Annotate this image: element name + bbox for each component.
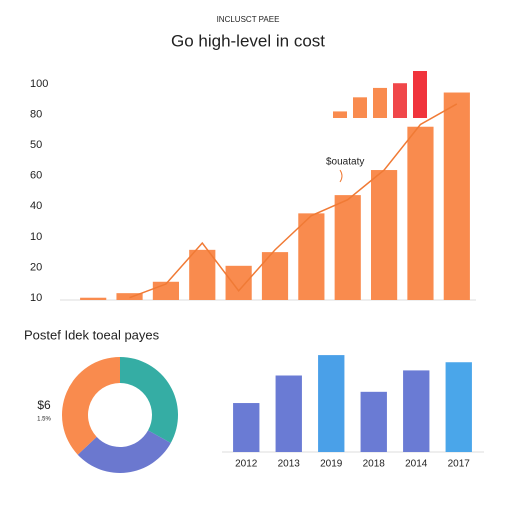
bar	[275, 375, 302, 452]
center-sublabel: 1.5%	[37, 417, 51, 423]
x-tick-label: 2019	[320, 459, 343, 470]
section-title: Postef Idek toeal payes	[24, 327, 160, 342]
bar	[333, 111, 347, 118]
y-axis-label: 10	[30, 292, 42, 304]
y-axis-label: 40	[30, 200, 42, 212]
bar	[233, 403, 260, 452]
center-label: $6	[37, 398, 51, 412]
bar	[403, 370, 430, 452]
bar	[298, 213, 325, 300]
bar	[189, 249, 216, 300]
bar	[393, 83, 407, 118]
y-axis-label: 100	[30, 78, 48, 90]
bar	[334, 195, 361, 300]
y-axis-label: 10	[30, 231, 42, 243]
bar	[373, 87, 387, 118]
y-axis-label: 50	[30, 139, 42, 151]
donut-segment	[77, 430, 171, 474]
bar	[80, 297, 107, 300]
annotation: $ouataty	[326, 157, 364, 168]
bar	[116, 293, 143, 300]
y-axis-label: 20	[30, 261, 42, 273]
bar	[413, 71, 427, 118]
bar	[371, 170, 398, 300]
x-tick-label: 2017	[448, 459, 471, 470]
bar	[353, 97, 367, 118]
x-tick-label: 2013	[278, 459, 301, 470]
bar	[445, 362, 472, 452]
bar	[443, 92, 470, 301]
y-axis-label: 80	[30, 108, 42, 120]
x-tick-label: 2018	[363, 459, 386, 470]
bar	[225, 265, 252, 300]
donut-segment	[61, 357, 120, 455]
supertitle: INCLUSCT PAEE	[217, 15, 280, 24]
trend-line	[129, 103, 458, 299]
y-axis-label: 60	[30, 170, 42, 182]
chart-title: Go high-level in cost	[171, 31, 325, 50]
donut-segment	[120, 357, 178, 443]
x-tick-label: 2012	[235, 459, 258, 470]
bar	[360, 391, 387, 452]
bar	[318, 355, 345, 452]
x-tick-label: 2014	[405, 459, 428, 470]
bar	[407, 126, 434, 300]
annotation-arrow	[339, 169, 343, 183]
